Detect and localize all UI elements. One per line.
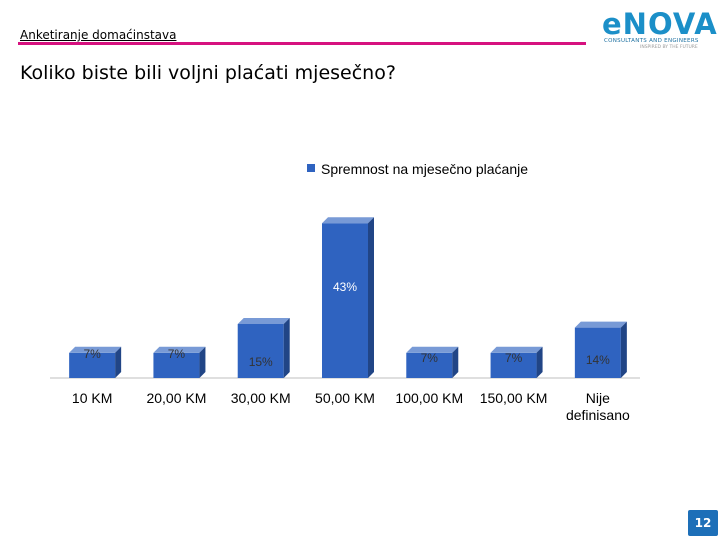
tick-label-3: 50,00 KM bbox=[315, 390, 375, 406]
bar-3 bbox=[322, 223, 368, 378]
tick-label-5: 150,00 KM bbox=[480, 390, 548, 406]
logo-subtitle: CONSULTANTS AND ENGINEERS bbox=[604, 38, 699, 44]
bar-side-6 bbox=[620, 321, 627, 378]
tick-label-4: 100,00 KM bbox=[395, 390, 463, 406]
bar-top-1 bbox=[153, 346, 206, 353]
data-label-0: 7% bbox=[83, 347, 101, 361]
bar-side-5 bbox=[536, 346, 543, 378]
tick-label-6-1: definisano bbox=[566, 407, 630, 423]
bar-2 bbox=[237, 324, 284, 378]
tick-label-2: 30,00 KM bbox=[231, 390, 291, 406]
bar-top-4 bbox=[406, 346, 459, 353]
logo-wordmark: eNOVA bbox=[602, 7, 718, 41]
bar-side-3 bbox=[368, 217, 374, 378]
page-number: 12 bbox=[688, 510, 718, 536]
bar-5 bbox=[490, 352, 537, 378]
bar-1 bbox=[153, 352, 200, 378]
data-label-3: 43% bbox=[333, 280, 357, 294]
data-label-5: 7% bbox=[505, 351, 523, 365]
data-label-1: 7% bbox=[168, 347, 186, 361]
data-label-4: 7% bbox=[421, 351, 439, 365]
legend-label: Spremnost na mjesečno plaćanje bbox=[321, 161, 528, 177]
bar-top-5 bbox=[490, 346, 543, 353]
tick-label-0: 10 KM bbox=[72, 390, 112, 406]
company-logo: eNOVA CONSULTANTS AND ENGINEERS INSPIRED… bbox=[600, 7, 718, 50]
bar-0 bbox=[69, 352, 116, 378]
bar-6 bbox=[574, 327, 621, 378]
bar-top-0 bbox=[69, 346, 122, 353]
page-title: Koliko biste bili voljni plaćati mjesečn… bbox=[20, 62, 396, 84]
legend-swatch bbox=[307, 164, 315, 172]
tick-label-6-0: Nije bbox=[586, 390, 610, 406]
section-label: Anketiranje domaćinstava bbox=[20, 28, 177, 42]
header-divider bbox=[18, 42, 586, 45]
bar-top-2 bbox=[237, 318, 290, 324]
logo-tagline: INSPIRED BY THE FUTURE bbox=[640, 45, 698, 50]
bar-side-0 bbox=[115, 346, 122, 378]
bar-top-6 bbox=[574, 321, 627, 328]
data-label-2: 15% bbox=[249, 355, 273, 369]
bar-side-2 bbox=[283, 318, 290, 378]
bar-4 bbox=[406, 352, 453, 378]
bar-side-1 bbox=[199, 346, 206, 378]
bar-top-3 bbox=[322, 217, 374, 224]
data-label-6: 14% bbox=[586, 353, 610, 367]
tick-label-1: 20,00 KM bbox=[146, 390, 206, 406]
bar-side-4 bbox=[452, 346, 459, 378]
